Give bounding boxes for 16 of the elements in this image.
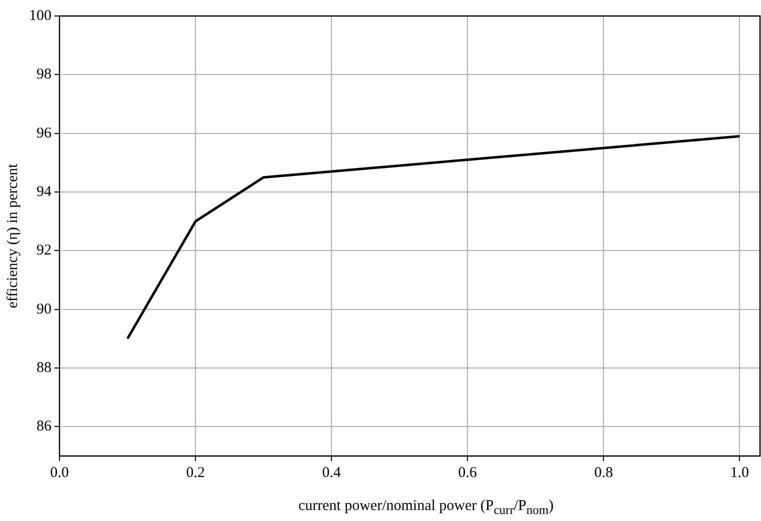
x-tick-label: 0.8 [594, 464, 613, 481]
y-tick-label: 86 [36, 418, 52, 435]
x-axis-title: current power/nominal power (P$_{curr}$/P$_{nom}$) [297, 498, 555, 518]
y-tick-label: 94 [36, 184, 52, 200]
x-tick-label: 0.4 [322, 464, 342, 481]
y-tick-label: 92 [36, 242, 52, 259]
y-tick-label: 88 [36, 360, 52, 376]
y-tick-label: 96 [36, 125, 52, 142]
y-tick-label: 100 [29, 8, 52, 24]
x-tick-label: 0.6 [458, 464, 478, 481]
y-axis-title: efficiency (η) in percent [4, 162, 21, 308]
y-tick-label: 90 [36, 301, 52, 318]
x-tick-label: 1.0 [730, 464, 749, 481]
x-tick-label: 0.0 [50, 464, 69, 481]
x-tick-label: 0.2 [186, 464, 205, 481]
y-tick-label: 98 [36, 66, 52, 83]
